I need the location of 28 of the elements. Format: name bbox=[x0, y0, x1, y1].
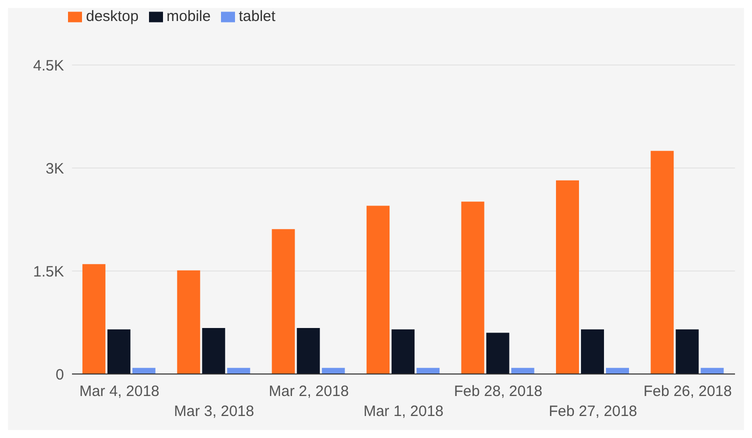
bar bbox=[296, 328, 320, 374]
x-tick-label: Mar 4, 2018 bbox=[79, 383, 160, 400]
bar bbox=[272, 229, 295, 374]
bar bbox=[366, 206, 390, 374]
bar bbox=[676, 329, 699, 374]
x-tick-label: Mar 1, 2018 bbox=[363, 403, 444, 420]
x-tick-label: Feb 26, 2018 bbox=[643, 383, 732, 400]
x-tick-label: Feb 28, 2018 bbox=[454, 383, 542, 400]
bar bbox=[177, 270, 200, 374]
bar bbox=[580, 329, 604, 374]
bar bbox=[461, 202, 484, 374]
legend-label: tablet bbox=[238, 8, 276, 25]
legend-label: desktop bbox=[86, 8, 139, 25]
bar bbox=[650, 150, 674, 374]
y-tick-label: 4.5K bbox=[33, 57, 64, 74]
x-tick-label: Mar 2, 2018 bbox=[268, 383, 349, 400]
y-tick-label: 1.5K bbox=[33, 263, 64, 280]
bar bbox=[107, 329, 130, 374]
bar bbox=[556, 180, 579, 374]
y-tick-label: 3K bbox=[46, 160, 64, 178]
y-tick-label: 0 bbox=[56, 366, 64, 384]
bar bbox=[82, 264, 106, 374]
x-tick-label: Feb 27, 2018 bbox=[548, 403, 638, 420]
legend-label: mobile bbox=[166, 8, 211, 25]
bar bbox=[486, 332, 510, 374]
x-tick-label: Mar 3, 2018 bbox=[174, 403, 254, 420]
bar bbox=[202, 328, 226, 374]
bar bbox=[392, 329, 415, 374]
